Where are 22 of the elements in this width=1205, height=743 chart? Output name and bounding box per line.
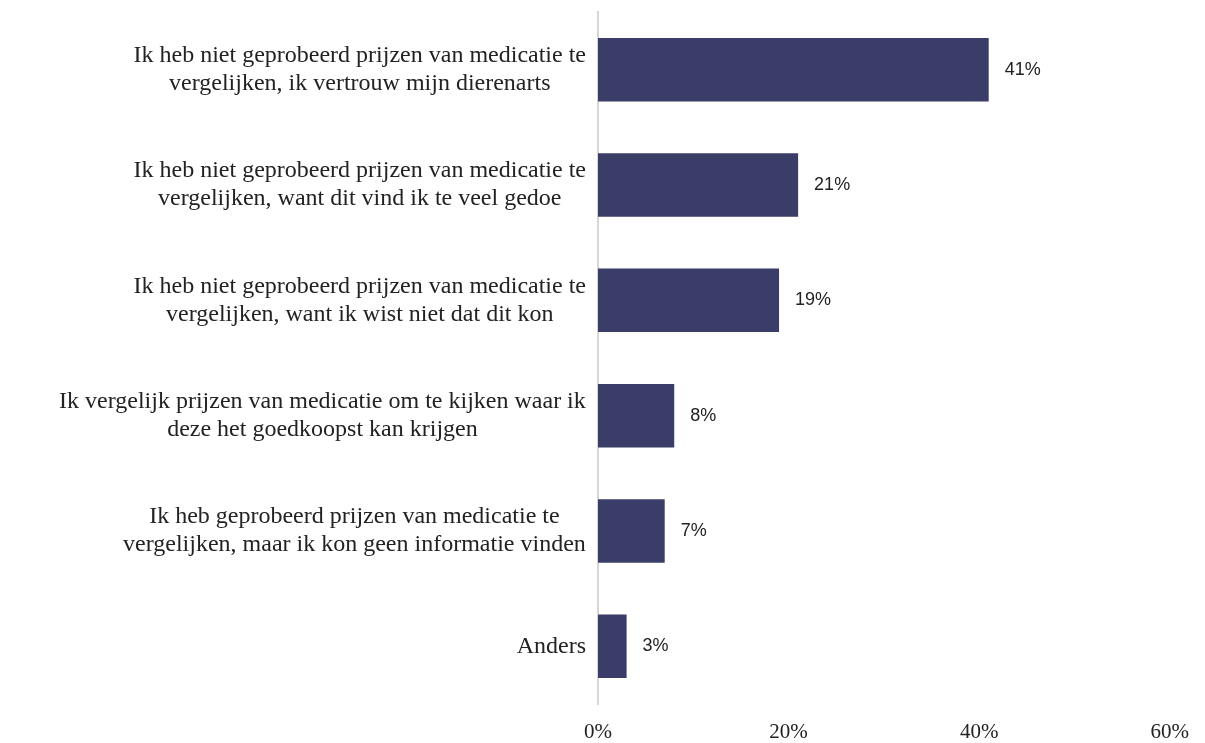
y-tick-label: Ik vergelijk prijzen van medicatie om te kijken waar ik deze het goedkoopst kan krijgen	[59, 386, 586, 441]
x-tick-label: 0%	[584, 719, 612, 743]
bar	[598, 499, 665, 563]
data-label: 3%	[642, 635, 669, 656]
bar	[598, 268, 780, 333]
data-label: 41%	[1004, 58, 1041, 79]
bar	[598, 37, 989, 102]
y-tick-label: Ik heb niet geprobeerd prijzen van medicatie te vergelijken, ik vertrouw mijn dierenarts	[133, 40, 586, 95]
y-tick-label: Ik heb niet geprobeerd prijzen van medicatie te vergelijken, want ik wist niet dat dit kon	[133, 271, 586, 326]
y-tick-label: Ik heb niet geprobeerd prijzen van medicatie te vergelijken, want dit vind ik te veel gedoe	[133, 156, 586, 211]
data-label: 7%	[680, 519, 707, 540]
data-label: 19%	[795, 289, 832, 310]
x-tick-label: 40%	[959, 719, 999, 743]
y-tick-label: Ik heb geprobeerd prijzen van medicatie te vergelijken, maar ik kon geen informatie vinden	[123, 502, 586, 557]
bar	[598, 383, 675, 448]
bar	[598, 153, 799, 217]
bar	[598, 614, 627, 679]
data-label: 21%	[814, 173, 851, 194]
data-label: 8%	[690, 404, 717, 425]
y-tick-label: Anders	[516, 631, 587, 658]
x-tick-label: 20%	[769, 719, 808, 743]
x-tick-label: 60%	[1150, 719, 1189, 743]
